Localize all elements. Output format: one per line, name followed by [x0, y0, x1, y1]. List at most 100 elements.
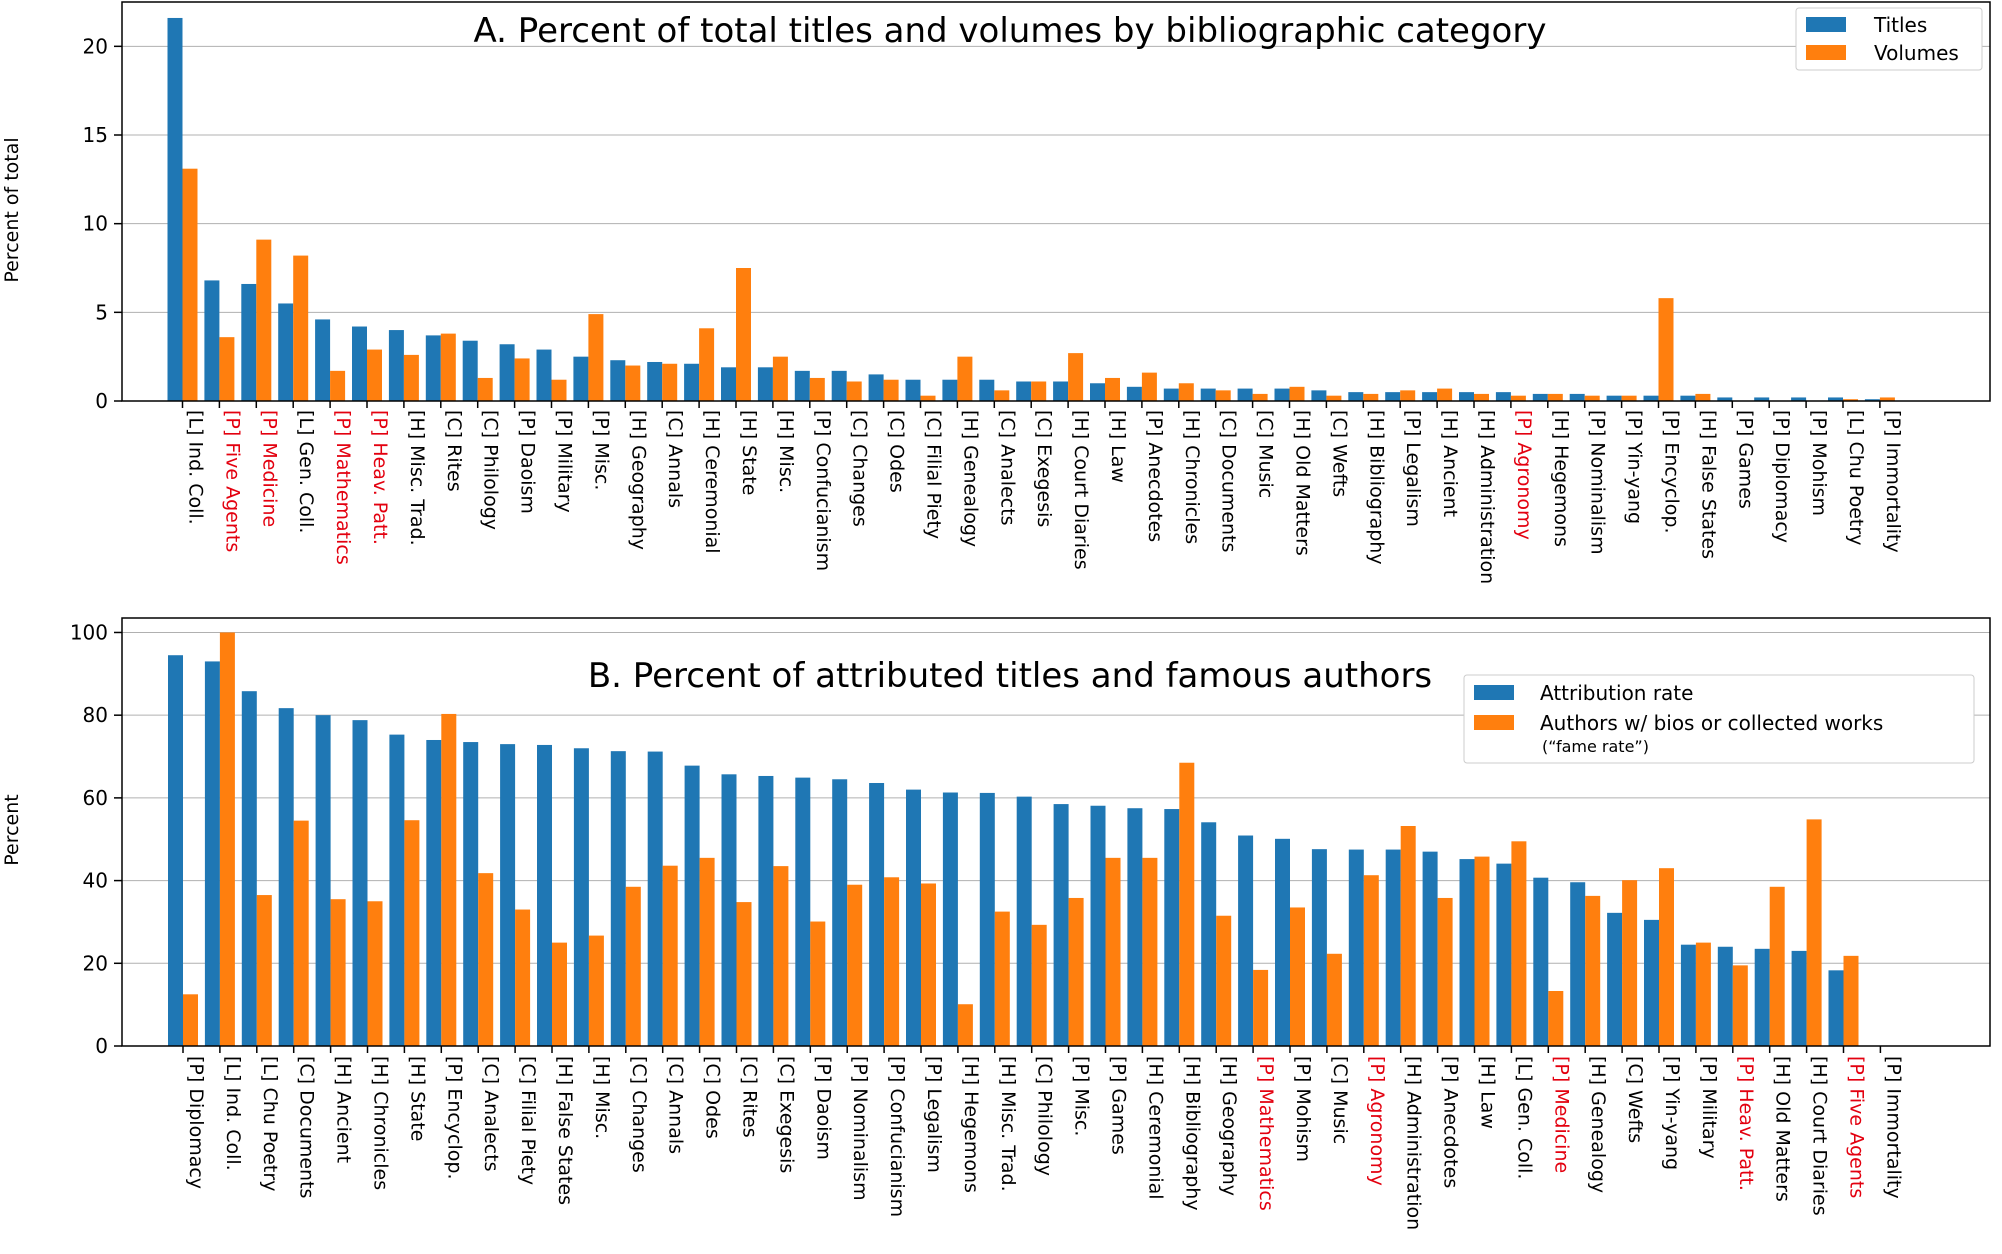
- bar-volumes-c-music: [1252, 393, 1268, 401]
- x-tick-label-p-mathematics: [P] Mathematics: [332, 410, 354, 565]
- x-tick-label-h-administration: [H] Administration: [1476, 410, 1498, 584]
- bar-volumes-p-confucianism: [809, 377, 825, 401]
- panel-a-y-ticks: 0 5 10 15 20: [83, 34, 122, 413]
- panel-a-frame: [121, 1, 1991, 402]
- bar-authors-w-bios-or-collected-works-h-ancient: [330, 899, 346, 1046]
- bar-authors-w-bios-or-collected-works-c-rites: [736, 902, 752, 1046]
- bar-authors-w-bios-or-collected-works-c-wefts: [1622, 880, 1638, 1046]
- x-tick-label-h-false-states: [H] False States: [554, 1056, 576, 1205]
- bar-attribution-rate-p-heav-patt: [1717, 946, 1733, 1046]
- x-tick-label-h-hegemons: [H] Hegemons: [960, 1056, 982, 1193]
- bar-titles-h-old-matters: [1274, 388, 1290, 401]
- panel-b-legend-swatch-fame: [1474, 715, 1514, 730]
- x-tick-label-p-mathematics: [P] Mathematics: [1255, 1056, 1277, 1211]
- x-tick-label-p-confucianism: [P] Confucianism: [812, 410, 834, 571]
- bar-volumes-h-genealogy: [957, 356, 973, 401]
- y-tick-label: 60: [83, 786, 108, 810]
- x-tick-label-c-changes: [C] Changes: [628, 1056, 650, 1173]
- x-tick-label-p-yin-yang: [P] Yin-yang: [1661, 1056, 1683, 1170]
- x-tick-label-p-mohism: [P] Mohism: [1808, 410, 1830, 516]
- bar-attribution-rate-p-encyclop: [426, 739, 442, 1046]
- bar-titles-p-military: [536, 349, 552, 401]
- x-tick-label-p-confucianism: [P] Confucianism: [886, 1056, 908, 1217]
- bar-authors-w-bios-or-collected-works-p-encyclop: [441, 713, 457, 1046]
- bar-attribution-rate-c-documents: [278, 708, 294, 1046]
- bar-authors-w-bios-or-collected-works-c-odes: [699, 857, 715, 1046]
- bar-titles-c-analects: [979, 379, 995, 401]
- x-tick-label-h-chronicles: [H] Chronicles: [1181, 410, 1203, 544]
- bar-authors-w-bios-or-collected-works-p-yin-yang: [1659, 868, 1674, 1046]
- x-tick-label-p-agronomy: [P] Agronomy: [1513, 410, 1535, 540]
- x-tick-label-h-geography: [H] Geography: [627, 410, 649, 550]
- bar-attribution-rate-c-annals: [647, 751, 663, 1046]
- x-tick-label-h-state: [H] State: [738, 410, 760, 495]
- bar-attribution-rate-c-odes: [684, 765, 700, 1046]
- bar-authors-w-bios-or-collected-works-p-military: [1695, 942, 1711, 1046]
- bar-titles-p-mohism: [1791, 397, 1807, 401]
- bar-attribution-rate-h-law: [1459, 859, 1475, 1046]
- x-tick-label-c-annals: [C] Annals: [665, 1056, 687, 1154]
- bar-volumes-p-yin-yang: [1621, 395, 1637, 401]
- bar-volumes-l-gen-coll: [293, 255, 309, 401]
- bar-attribution-rate-h-ancient: [315, 715, 331, 1046]
- bar-authors-w-bios-or-collected-works-h-genealogy: [1585, 895, 1601, 1046]
- bar-attribution-rate-p-military: [1680, 944, 1696, 1046]
- y-tick-label: 5: [95, 300, 108, 324]
- bar-volumes-p-nominalism: [1584, 395, 1600, 401]
- bar-titles-c-changes: [831, 370, 847, 401]
- bar-volumes-h-ancient: [1437, 388, 1453, 401]
- x-tick-label-p-games: [P] Games: [1108, 1056, 1130, 1155]
- panel-b-legend-note: (“fame rate”): [1542, 737, 1649, 756]
- bar-authors-w-bios-or-collected-works-c-philology: [1031, 924, 1047, 1046]
- bar-attribution-rate-p-diplomacy: [168, 655, 183, 1046]
- bar-attribution-rate-p-daoism: [795, 777, 811, 1046]
- x-tick-label-p-military: [P] Military: [1698, 1056, 1720, 1159]
- bar-volumes-h-administration: [1474, 393, 1489, 401]
- bar-volumes-p-agronomy: [1510, 395, 1526, 401]
- y-tick-label: 20: [83, 34, 108, 58]
- bar-volumes-h-state: [736, 268, 751, 401]
- x-tick-label-l-chu-poetry: [L] Chu Poetry: [1845, 410, 1867, 545]
- x-tick-label-l-chu-poetry: [L] Chu Poetry: [259, 1056, 281, 1191]
- bar-titles-h-administration: [1459, 392, 1474, 401]
- bar-authors-w-bios-or-collected-works-h-old-matters: [1769, 886, 1785, 1046]
- panel-a-legend-label-titles: Titles: [1873, 13, 1927, 37]
- bar-volumes-h-chronicles: [1178, 383, 1194, 401]
- bar-attribution-rate-c-rites: [721, 774, 737, 1046]
- bar-volumes-c-philology: [477, 377, 493, 401]
- bar-authors-w-bios-or-collected-works-p-agronomy: [1363, 875, 1379, 1046]
- panel-b-y-ticks: 0 20 40 60 80 100: [70, 620, 122, 1058]
- x-tick-label-p-agronomy: [P] Agronomy: [1366, 1056, 1388, 1186]
- x-tick-label-h-hegemons: [H] Hegemons: [1550, 410, 1572, 547]
- x-tick-label-p-legalism: [P] Legalism: [1402, 410, 1424, 527]
- bar-titles-l-gen-coll: [278, 303, 294, 401]
- bar-titles-p-heav-patt: [352, 326, 367, 401]
- bar-volumes-h-bibliography: [1363, 393, 1379, 401]
- bar-titles-c-exegesis: [1016, 381, 1032, 401]
- bar-titles-c-music: [1237, 388, 1253, 401]
- bar-titles-p-anecdotes: [1126, 386, 1142, 401]
- x-tick-label-c-wefts: [C] Wefts: [1328, 410, 1350, 497]
- panel-b-frame: [121, 617, 1991, 1047]
- x-tick-label-p-diplomacy: [P] Diplomacy: [185, 1056, 207, 1189]
- x-tick-label-c-documents: [C] Documents: [1218, 410, 1240, 552]
- bar-volumes-p-anecdotes: [1141, 372, 1157, 401]
- panel-a-y-label: Percent of total: [1, 137, 23, 282]
- bar-titles-h-false-states: [1680, 395, 1696, 401]
- bar-attribution-rate-c-filial-piety: [500, 744, 516, 1046]
- bar-volumes-h-ceremonial: [699, 328, 715, 401]
- y-tick-label: 40: [83, 869, 108, 893]
- panel-b-legend-swatch-attribution: [1474, 685, 1514, 700]
- bar-authors-w-bios-or-collected-works-c-filial-piety: [515, 909, 531, 1046]
- x-tick-label-h-old-matters: [H] Old Matters: [1772, 1056, 1794, 1202]
- bar-volumes-l-ind-coll: [182, 168, 198, 401]
- y-tick-label: 0: [95, 389, 108, 413]
- panel-b-legend: Attribution rate Authors w/ bios or coll…: [1463, 674, 1975, 764]
- bar-titles-p-agronomy: [1495, 392, 1511, 401]
- y-tick-label: 20: [83, 951, 108, 975]
- bar-volumes-h-misc: [772, 356, 788, 401]
- bar-attribution-rate-p-yin-yang: [1644, 919, 1659, 1046]
- bar-attribution-rate-h-false-states: [537, 744, 552, 1046]
- x-tick-label-p-encyclop: [P] Encyclop.: [443, 1056, 465, 1180]
- panel-a-legend-swatch-titles: [1806, 17, 1846, 32]
